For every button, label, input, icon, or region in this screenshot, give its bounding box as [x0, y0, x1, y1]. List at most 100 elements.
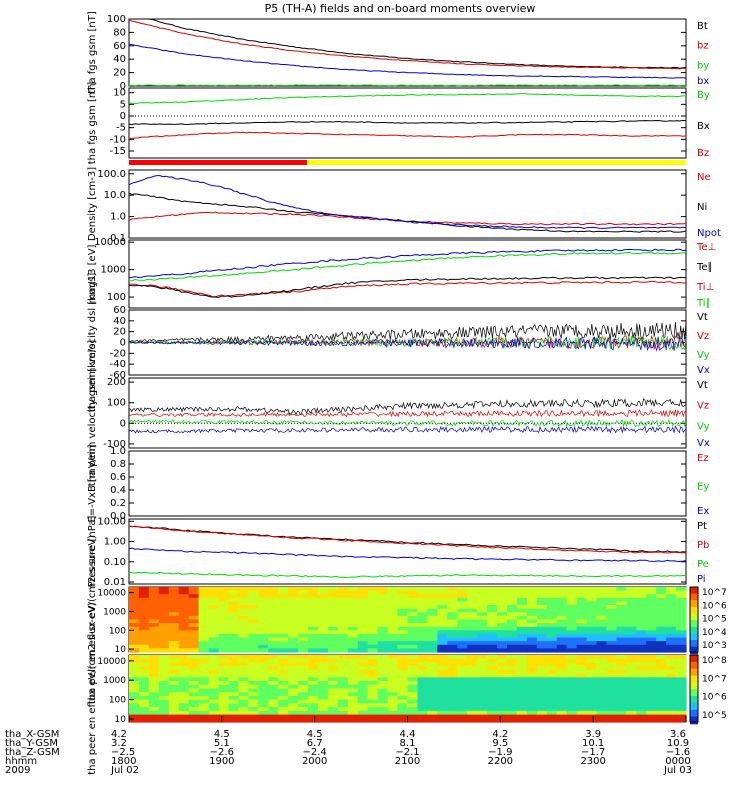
colorbar-tick-label: 10^6	[702, 601, 727, 611]
series-line-Vt	[128, 398, 687, 416]
spectrogram-cell	[377, 688, 389, 693]
spectrogram-cell	[646, 615, 657, 621]
spectrogram-cell	[278, 605, 289, 610]
spectrogram-cell	[337, 587, 349, 592]
spectrogram-cell	[546, 658, 558, 664]
spectrogram-cell	[228, 594, 240, 599]
spectrogram-cell	[546, 703, 558, 708]
spectrogram-cell	[676, 637, 687, 642]
spectrogram-cell	[168, 597, 180, 603]
spectrogram-cell	[556, 666, 568, 671]
spectrogram-cell	[248, 703, 259, 708]
spectrogram-cell	[487, 655, 498, 660]
spectrogram-cell	[536, 681, 548, 686]
spectrogram-cell	[248, 633, 259, 639]
spectrogram-cell	[546, 648, 558, 653]
spectrogram-cell	[616, 641, 627, 646]
spectrogram-cell	[457, 655, 468, 660]
spectrogram-cell	[238, 662, 249, 667]
spectrogram-cell	[138, 699, 150, 704]
spectrogram-cell	[397, 630, 409, 635]
spectrogram-cell	[457, 601, 468, 606]
y-tick-label: -60	[110, 370, 126, 381]
spectrogram-cell	[596, 605, 608, 610]
spectrogram-cell	[248, 623, 259, 628]
spectrogram-cell	[596, 641, 608, 646]
spectrogram-cell	[497, 677, 508, 682]
spectrogram-cell	[576, 703, 588, 708]
spectrogram-cell	[168, 673, 180, 678]
legend-entry: Vz	[697, 331, 709, 342]
spectrogram-cell	[666, 681, 677, 686]
spectrogram-cell	[258, 587, 269, 592]
spectrogram-cell	[516, 707, 528, 712]
spectrogram-cell	[228, 626, 240, 631]
spectrogram-cell	[377, 648, 389, 653]
spectrogram-cell	[377, 695, 389, 701]
spectrogram-cell	[606, 587, 617, 592]
spectrogram-cell	[308, 594, 319, 599]
spectrogram-cell	[377, 597, 389, 603]
spectrogram-cell	[516, 641, 528, 646]
spectrogram-cell	[268, 605, 279, 610]
spectrogram-cell	[198, 673, 210, 678]
spectrogram-cell	[258, 666, 269, 671]
spectrogram-cell	[218, 684, 230, 690]
spectrogram-cell	[268, 612, 279, 617]
spectrogram-cell	[357, 648, 369, 653]
spectrogram-cell	[556, 641, 568, 646]
spectrogram-cell	[437, 601, 448, 606]
colorbar-tick-label: 10^7	[702, 588, 727, 598]
spectrogram-cell	[148, 655, 160, 660]
spectrogram-cell	[646, 655, 657, 660]
spectrogram-cell	[666, 695, 677, 701]
spectrogram-cell	[218, 648, 230, 653]
spectrogram-cell	[357, 594, 369, 599]
spectrogram-cell	[228, 684, 240, 690]
spectrogram-cell	[596, 594, 608, 599]
spectrogram-cell	[477, 692, 488, 697]
spectrogram-cell	[288, 699, 299, 704]
spectrogram-cell	[427, 710, 438, 716]
spectrogram-cell	[347, 594, 359, 599]
spectrogram-cell	[347, 707, 359, 712]
spectrogram-cell	[188, 612, 200, 617]
spectrogram-cell	[666, 594, 677, 599]
spectrogram-cell	[616, 681, 627, 686]
spectrogram-cell	[148, 669, 160, 675]
spectrogram-cell	[427, 641, 438, 646]
spectrogram-cell	[129, 695, 140, 701]
spectrogram-cell	[447, 612, 458, 617]
spectrogram-cell	[516, 587, 528, 592]
spectrogram-cell	[308, 669, 319, 675]
spectrogram-cell	[666, 615, 677, 621]
spectrogram-cell	[596, 699, 608, 704]
colorbar-segment	[690, 713, 698, 718]
spectrogram-cell	[357, 637, 369, 642]
spectrogram-cell	[258, 615, 269, 621]
spectrogram-cell	[506, 608, 518, 613]
y-tick-label: 0.4	[110, 485, 126, 496]
spectrogram-cell	[347, 684, 359, 690]
spectrogram-cell	[268, 681, 279, 686]
spectrogram-cell	[258, 612, 269, 617]
spectrogram-cell	[506, 641, 518, 646]
spectrogram-cell	[586, 662, 598, 667]
spectrogram-cell	[477, 699, 488, 704]
spectrogram-cell	[556, 601, 568, 606]
spectrogram-cell	[377, 669, 389, 675]
spectrogram-cell	[447, 633, 458, 639]
spectrogram-cell	[288, 648, 299, 653]
spectrogram-cell	[626, 630, 637, 635]
spectrogram-cell	[238, 612, 249, 617]
series-line-By	[128, 93, 687, 104]
colorbar-segment	[690, 587, 698, 592]
spectrogram-cell	[168, 648, 180, 653]
legend-entry: By	[697, 90, 710, 101]
spectrogram-cell	[377, 718, 389, 723]
colorbar-segment	[690, 633, 698, 638]
spectrogram-cell	[536, 587, 548, 592]
spectrogram-cell	[407, 597, 419, 603]
x-tick-label: 2200	[488, 756, 513, 767]
spectrogram-cell	[258, 699, 269, 704]
